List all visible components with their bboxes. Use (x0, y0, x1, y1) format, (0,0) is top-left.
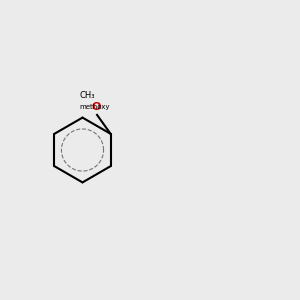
Text: O: O (91, 102, 100, 112)
Text: CH₃: CH₃ (80, 91, 95, 100)
Text: methoxy: methoxy (79, 104, 110, 110)
